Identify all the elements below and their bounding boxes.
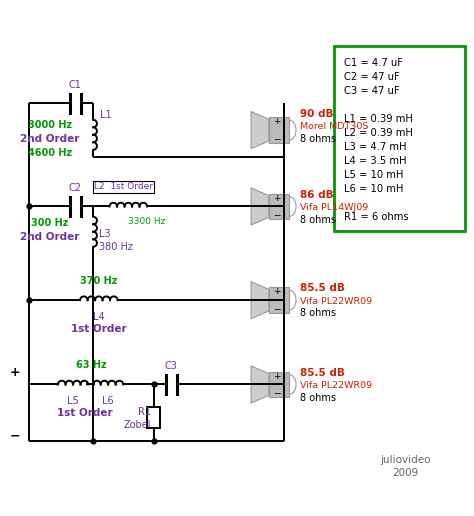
Text: 8 ohms: 8 ohms xyxy=(300,215,336,224)
Text: 90 dB: 90 dB xyxy=(300,109,334,119)
Text: L1 = 0.39 mH: L1 = 0.39 mH xyxy=(344,114,413,124)
Bar xyxy=(269,287,290,313)
Text: 2nd Order: 2nd Order xyxy=(20,134,79,144)
Text: C1: C1 xyxy=(69,80,82,90)
Text: 380 Hz: 380 Hz xyxy=(99,242,133,252)
Text: 8 ohms: 8 ohms xyxy=(300,308,336,318)
Text: R1: R1 xyxy=(138,407,151,417)
Text: +: + xyxy=(273,372,281,380)
Text: L3 = 4.7 mH: L3 = 4.7 mH xyxy=(344,142,406,152)
Text: Vifa PL22WR09: Vifa PL22WR09 xyxy=(300,381,373,390)
Text: C2: C2 xyxy=(69,183,82,194)
Text: juliovideo
2009: juliovideo 2009 xyxy=(381,455,431,478)
Text: 86 dB: 86 dB xyxy=(300,190,334,200)
Text: L5: L5 xyxy=(67,396,79,406)
Text: 8 ohms: 8 ohms xyxy=(300,393,336,402)
Text: Zobel: Zobel xyxy=(124,420,151,429)
Text: 85.5 dB: 85.5 dB xyxy=(300,283,345,294)
Text: L1: L1 xyxy=(100,110,112,120)
Text: +: + xyxy=(273,194,281,203)
Bar xyxy=(147,407,160,428)
Bar xyxy=(269,194,290,219)
Text: L4: L4 xyxy=(93,312,105,322)
Text: 300 Hz: 300 Hz xyxy=(31,218,68,228)
Text: 1st Order: 1st Order xyxy=(71,324,127,333)
Text: R1 = 6 ohms: R1 = 6 ohms xyxy=(344,212,409,222)
Text: L6: L6 xyxy=(102,396,114,406)
Polygon shape xyxy=(251,188,269,225)
Text: C1 = 4.7 uF: C1 = 4.7 uF xyxy=(344,57,403,68)
Text: 370 Hz: 370 Hz xyxy=(80,276,118,286)
Text: Vifa PL22WR09: Vifa PL22WR09 xyxy=(300,297,373,305)
Bar xyxy=(269,372,290,397)
Text: C3 = 47 uF: C3 = 47 uF xyxy=(344,86,400,95)
Text: L2 = 0.39 mH: L2 = 0.39 mH xyxy=(344,128,413,138)
Text: 8 ohms: 8 ohms xyxy=(300,135,336,144)
Text: C2 = 47 uF: C2 = 47 uF xyxy=(344,72,400,82)
Text: C3: C3 xyxy=(165,361,178,372)
Text: 85.5 dB: 85.5 dB xyxy=(300,368,345,378)
Text: L5 = 10 mH: L5 = 10 mH xyxy=(344,170,403,180)
Bar xyxy=(269,117,290,143)
Text: −: − xyxy=(10,429,21,443)
Text: Morel MDT30S: Morel MDT30S xyxy=(300,122,369,131)
Text: Vifa PL14WJ09: Vifa PL14WJ09 xyxy=(300,203,368,212)
Text: +: + xyxy=(273,287,281,296)
Text: 4600 Hz: 4600 Hz xyxy=(27,148,72,158)
Text: L2  1st Order: L2 1st Order xyxy=(94,183,153,191)
Text: 1st Order: 1st Order xyxy=(57,408,112,418)
Text: +: + xyxy=(10,366,21,379)
Text: L6 = 10 mH: L6 = 10 mH xyxy=(344,184,403,194)
Text: L4 = 3.5 mH: L4 = 3.5 mH xyxy=(344,156,406,166)
Text: −: − xyxy=(273,134,281,143)
Text: L3: L3 xyxy=(99,229,110,239)
Polygon shape xyxy=(251,366,269,403)
Text: −: − xyxy=(273,211,281,219)
Text: +: + xyxy=(273,117,281,126)
Text: 3300 Hz: 3300 Hz xyxy=(128,217,166,226)
Text: 63 Hz: 63 Hz xyxy=(76,361,107,370)
Text: 3000 Hz: 3000 Hz xyxy=(27,120,72,130)
Polygon shape xyxy=(251,282,269,319)
Text: −: − xyxy=(273,389,281,397)
Polygon shape xyxy=(251,111,269,149)
Text: −: − xyxy=(273,304,281,313)
FancyBboxPatch shape xyxy=(335,46,465,231)
Text: 2nd Order: 2nd Order xyxy=(20,232,79,242)
